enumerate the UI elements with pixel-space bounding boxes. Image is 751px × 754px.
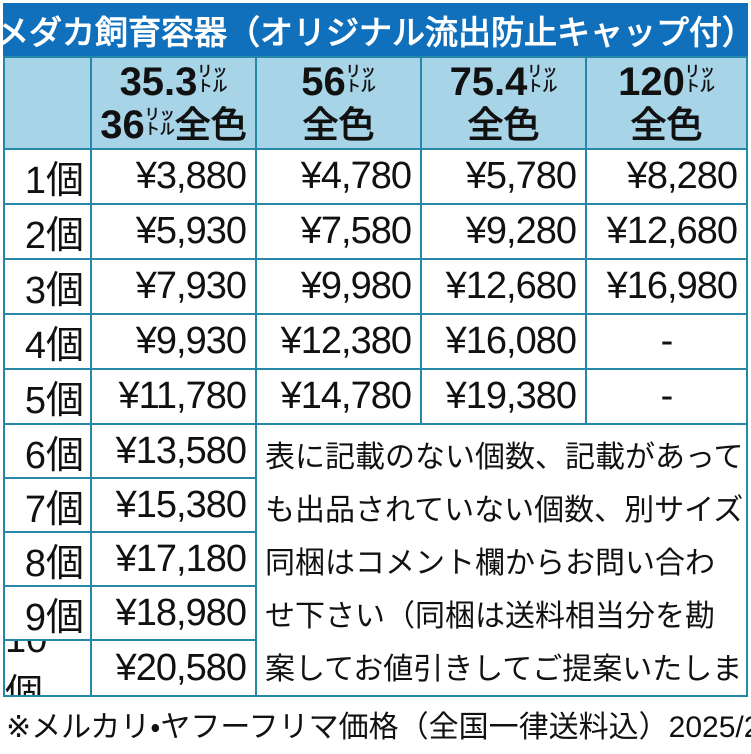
qty-cell: 7個 — [5, 479, 92, 533]
price-cell: ¥5,780 — [422, 150, 587, 205]
all-colors-label: 全色 — [467, 103, 540, 145]
qty-cell: 5個 — [5, 370, 92, 425]
price-cell: ¥18,980 — [92, 587, 257, 641]
all-colors-label: 全色 — [630, 103, 703, 145]
title-banner: メダカ飼育容器（オリジナル流出防止キャップ付） — [0, 3, 751, 56]
inquiry-note: 表に記載のない個数、記載があっても出品されていない個数、別サイズ同梱はコメント欄… — [257, 425, 746, 695]
column-header-75l: 75.4 リッ トル 全色 — [422, 58, 587, 150]
price-cell: ¥17,180 — [92, 533, 257, 587]
flyer-page: メダカ飼育容器（オリジナル流出防止キャップ付） 35.3 リッ トル 36 リッ トル全… — [0, 3, 751, 754]
price-cell-empty: - — [587, 315, 746, 370]
column-header-56l: 56 リッ トル 全色 — [257, 58, 422, 150]
size-line-1: 75.4 リッ トル — [449, 59, 558, 104]
page-title: メダカ飼育容器（オリジナル流出防止キャップ付） — [0, 13, 751, 51]
all-colors-label: 全色 — [174, 103, 247, 145]
footer-note: ※メルカリ・ヤフーフリマ価格（全国一律送料込）2025/2～ — [6, 711, 751, 744]
qty-cell: 1個 — [5, 150, 92, 205]
price-cell: ¥7,930 — [92, 260, 257, 315]
size-line-1: 56 リッ トル — [301, 59, 376, 104]
price-cell: ¥12,680 — [422, 260, 587, 315]
column-header-120l: 120 リッ トル 全色 — [587, 58, 746, 150]
price-cell: ¥9,280 — [422, 205, 587, 260]
size-line-1: 35.3 リッ トル — [119, 59, 228, 104]
liter-unit: リッ トル — [684, 62, 715, 96]
price-cell: ¥12,680 — [587, 205, 746, 260]
size-line-1: 120 リッ トル — [618, 59, 715, 104]
corner-cell — [5, 58, 92, 150]
price-cell: ¥9,930 — [92, 315, 257, 370]
column-header-35-36l: 35.3 リッ トル 36 リッ トル 全色 — [92, 58, 257, 150]
price-cell: ¥9,980 — [257, 260, 422, 315]
price-cell: ¥19,380 — [422, 370, 587, 425]
price-cell: ¥3,880 — [92, 150, 257, 205]
price-cell: ¥8,280 — [587, 150, 746, 205]
qty-cell: 8個 — [5, 533, 92, 587]
price-cell: ¥15,380 — [92, 479, 257, 533]
price-table: 35.3 リッ トル 36 リッ トル 全色 56 リッ トル 全色 75.4 リッ トル 全色 … — [3, 56, 748, 697]
liter-unit: リッ トル — [527, 62, 558, 96]
price-cell-empty: - — [587, 370, 746, 425]
liter-unit: リッ トル — [197, 62, 228, 96]
price-cell: ¥7,580 — [257, 205, 422, 260]
qty-cell: 6個 — [5, 425, 92, 479]
price-cell: ¥12,380 — [257, 315, 422, 370]
liter-unit: リッ トル — [144, 105, 175, 139]
price-cell: ¥5,930 — [92, 205, 257, 260]
qty-cell: 9個 — [5, 587, 92, 641]
price-cell: ¥20,580 — [92, 641, 257, 695]
footer-bar: ※メルカリ・ヤフーフリマ価格（全国一律送料込）2025/2～ — [0, 697, 751, 751]
qty-cell: 3個 — [5, 260, 92, 315]
size-line-2: 36 リッ トル 全色 — [100, 102, 247, 147]
price-cell: ¥4,780 — [257, 150, 422, 205]
all-colors-label: 全色 — [302, 103, 375, 145]
qty-cell: 10個 — [5, 641, 92, 695]
price-cell: ¥11,780 — [92, 370, 257, 425]
liter-unit: リッ トル — [345, 62, 376, 96]
price-cell: ¥13,580 — [92, 425, 257, 479]
price-cell: ¥16,980 — [587, 260, 746, 315]
qty-cell: 4個 — [5, 315, 92, 370]
price-cell: ¥14,780 — [257, 370, 422, 425]
price-cell: ¥16,080 — [422, 315, 587, 370]
qty-cell: 2個 — [5, 205, 92, 260]
